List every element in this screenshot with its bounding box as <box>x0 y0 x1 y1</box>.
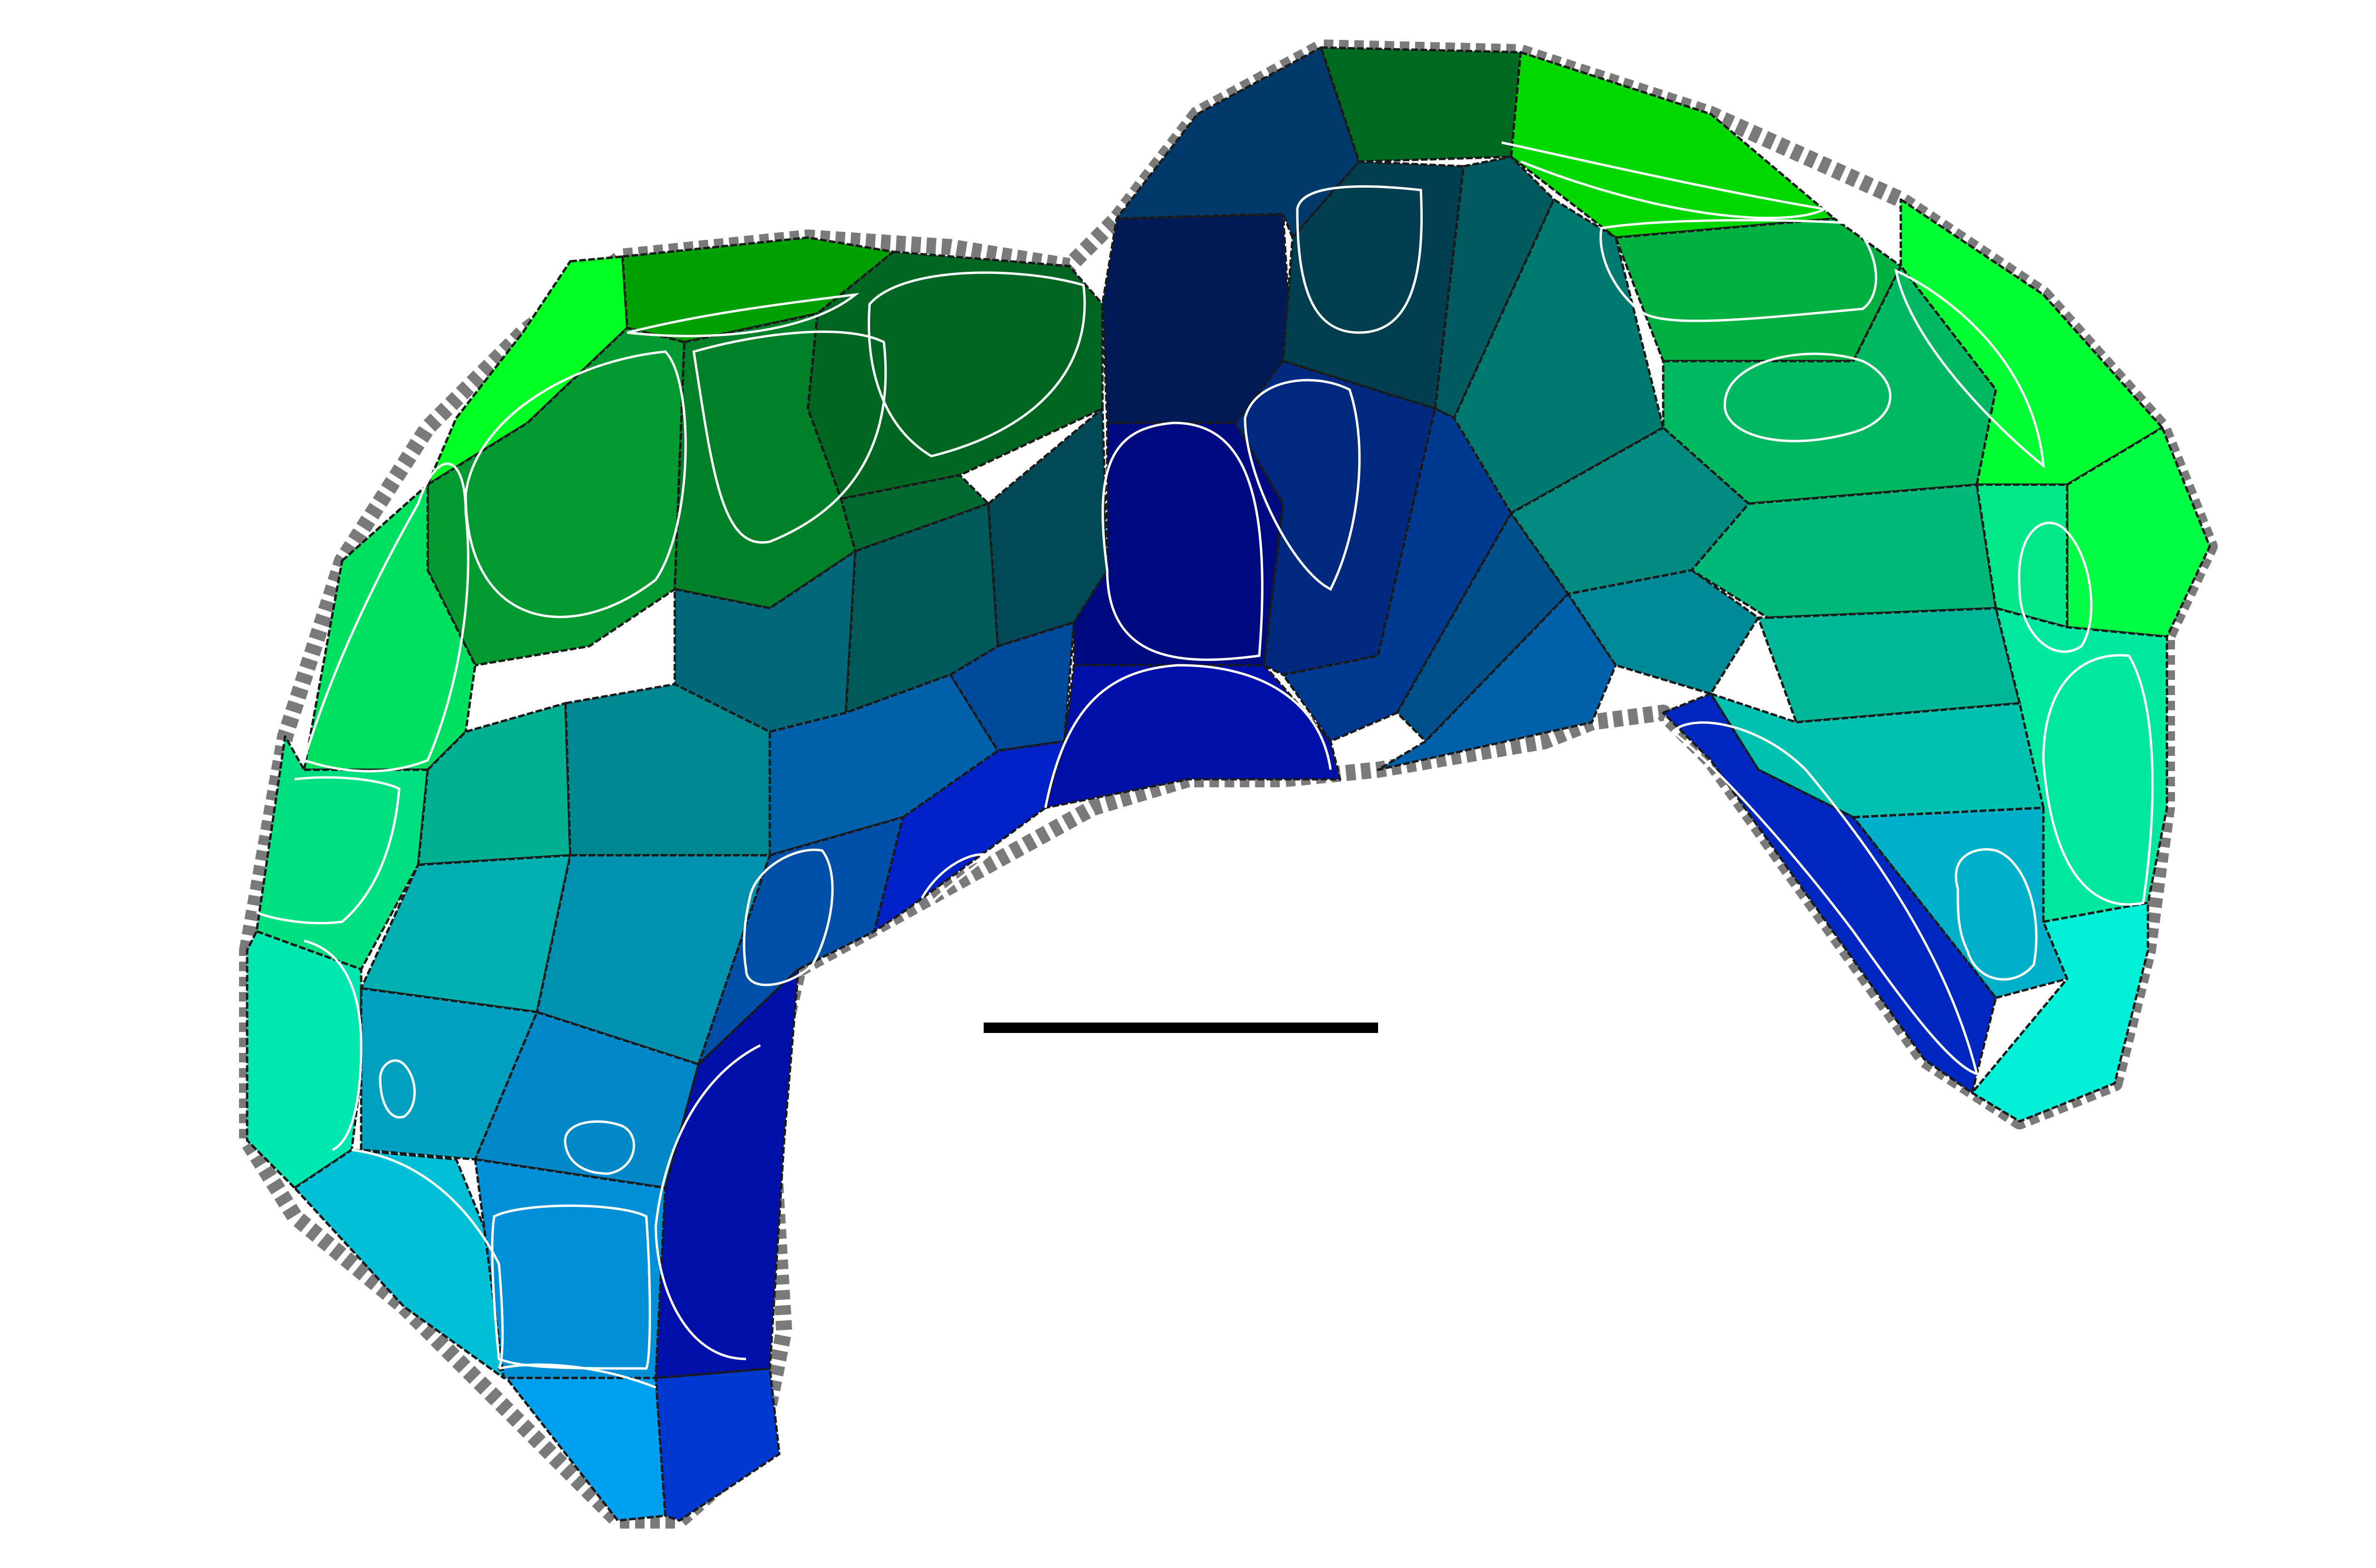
cell-mid-3 <box>987 407 1109 648</box>
cell-grid-1 <box>417 702 572 866</box>
cell-mid-5 <box>949 621 1075 752</box>
vacuole-13 <box>2018 522 2093 653</box>
vacuole-21 <box>564 1120 635 1175</box>
vacuole-18 <box>256 776 401 925</box>
vacuole-25 <box>654 1044 761 1360</box>
cell-right-1 <box>1614 217 1902 363</box>
vacuole-23 <box>491 1205 651 1370</box>
cell-left-6 <box>654 1367 781 1522</box>
vacuole-1 <box>464 350 687 618</box>
cell-right-7 <box>1757 607 2021 724</box>
vacuole-7 <box>1296 185 1423 334</box>
cell-col-6 <box>1377 593 1617 771</box>
vacuole-15 <box>1954 848 2038 981</box>
vacuole-19 <box>304 939 363 1151</box>
vacuole-27 <box>920 853 991 904</box>
vacuole-11 <box>1724 353 1892 442</box>
cell-right-4 <box>2066 426 2211 638</box>
vacuole-9 <box>1501 141 1829 220</box>
vacuole-2 <box>692 330 887 544</box>
cell-crown-1 <box>1320 46 1522 163</box>
vacuole-17 <box>302 462 469 773</box>
cell-col-9 <box>1567 569 1760 695</box>
vacuole-4 <box>627 293 860 337</box>
cell-left-4 <box>293 1148 505 1379</box>
vacuole-12 <box>1894 268 2045 468</box>
vacuole-20 <box>379 1059 416 1119</box>
cell-mid-7 <box>873 740 1066 933</box>
vacuole-14 <box>2042 654 2154 906</box>
vacuole-3 <box>868 271 1086 458</box>
cell-right-5 <box>1690 483 1997 619</box>
vacuole-26 <box>743 849 834 986</box>
cell-inner-3 <box>840 474 990 553</box>
vacuole-8 <box>1244 379 1361 591</box>
cell-mid-8 <box>654 968 800 1379</box>
vacuole-6 <box>1044 664 1332 808</box>
cell-grid-6 <box>474 1011 700 1189</box>
cell-right-arc <box>1662 692 1997 1094</box>
cell-right-11 <box>1971 901 2149 1123</box>
cell-grid-7 <box>474 1158 667 1379</box>
vacuole-10 <box>1600 219 1878 322</box>
cell-grid-2 <box>564 683 771 857</box>
vacuole-16 <box>1671 721 1979 1076</box>
vacuole-5 <box>1102 421 1264 661</box>
cell-mid-6 <box>697 816 904 1066</box>
cell-spine-3 <box>1044 664 1341 809</box>
vacuole-24 <box>498 1363 656 1389</box>
cell-left-5 <box>498 1367 667 1522</box>
